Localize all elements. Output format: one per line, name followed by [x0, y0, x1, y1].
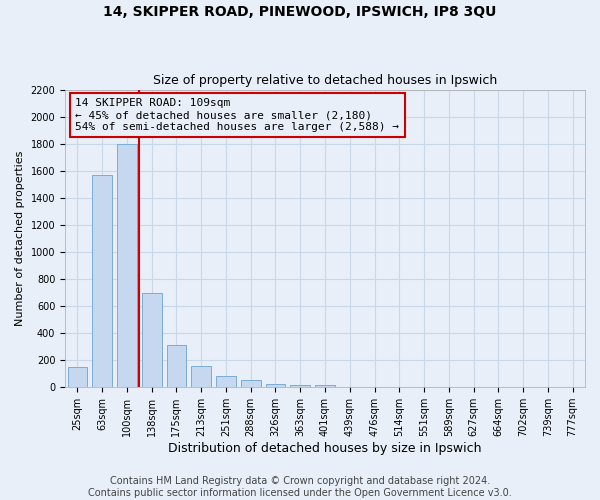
- Bar: [315, 385, 335, 387]
- Bar: [241, 380, 260, 387]
- Bar: [167, 346, 187, 387]
- Text: Contains HM Land Registry data © Crown copyright and database right 2024.
Contai: Contains HM Land Registry data © Crown c…: [88, 476, 512, 498]
- Title: Size of property relative to detached houses in Ipswich: Size of property relative to detached ho…: [153, 74, 497, 87]
- Bar: [216, 376, 236, 387]
- Bar: [191, 366, 211, 387]
- Bar: [92, 175, 112, 387]
- Text: 14 SKIPPER ROAD: 109sqm
← 45% of detached houses are smaller (2,180)
54% of semi: 14 SKIPPER ROAD: 109sqm ← 45% of detache…: [76, 98, 400, 132]
- Bar: [290, 384, 310, 387]
- Y-axis label: Number of detached properties: Number of detached properties: [15, 150, 25, 326]
- X-axis label: Distribution of detached houses by size in Ipswich: Distribution of detached houses by size …: [168, 442, 482, 455]
- Bar: [68, 367, 88, 387]
- Bar: [142, 292, 161, 387]
- Bar: [365, 386, 385, 387]
- Bar: [340, 386, 359, 387]
- Bar: [266, 384, 286, 387]
- Text: 14, SKIPPER ROAD, PINEWOOD, IPSWICH, IP8 3QU: 14, SKIPPER ROAD, PINEWOOD, IPSWICH, IP8…: [103, 5, 497, 19]
- Bar: [117, 144, 137, 387]
